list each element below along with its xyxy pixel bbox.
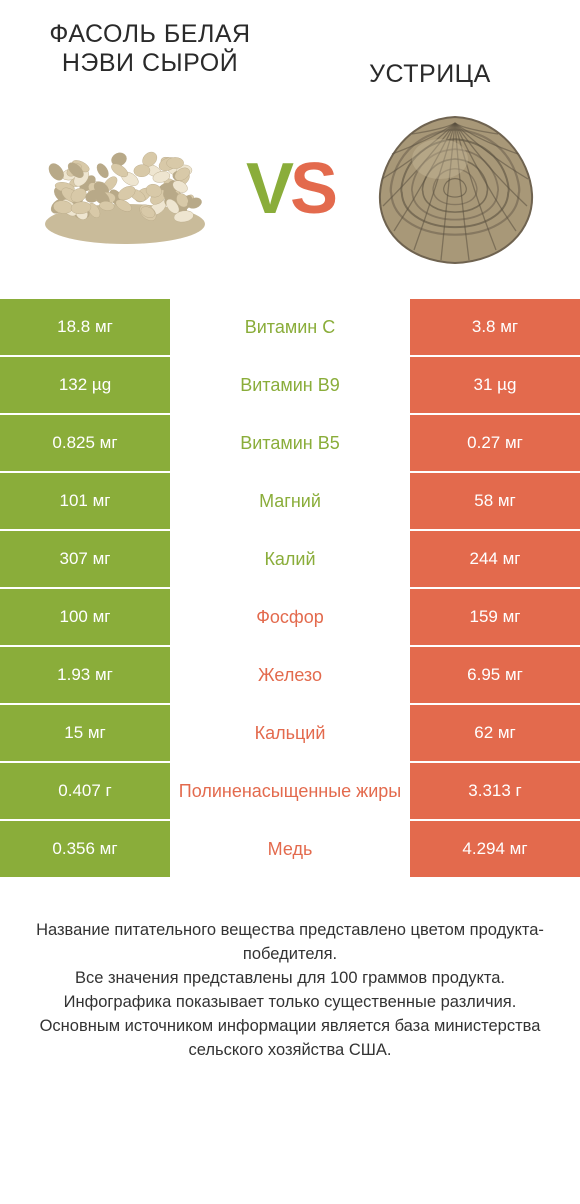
cell-mid: Витамин C	[170, 299, 410, 355]
cell-left: 132 µg	[0, 357, 170, 413]
cell-right: 244 мг	[410, 531, 580, 587]
vs-s: S	[290, 149, 334, 229]
cell-left: 100 мг	[0, 589, 170, 645]
cell-mid: Кальций	[170, 705, 410, 761]
title-left: ФАСОЛЬ БЕЛАЯ НЭВИ СЫРОЙ	[20, 20, 290, 78]
cell-mid: Магний	[170, 473, 410, 529]
cell-left: 1.93 мг	[0, 647, 170, 703]
cell-right: 4.294 мг	[410, 821, 580, 877]
cell-mid: Витамин B9	[170, 357, 410, 413]
table-row: 0.407 гПолиненасыщенные жиры3.313 г	[0, 763, 580, 821]
table-row: 18.8 мгВитамин C3.8 мг	[0, 299, 580, 357]
vs-label: VS	[246, 148, 334, 230]
cell-right: 0.27 мг	[410, 415, 580, 471]
cell-left: 0.356 мг	[0, 821, 170, 877]
table-row: 1.93 мгЖелезо6.95 мг	[0, 647, 580, 705]
cell-mid: Калий	[170, 531, 410, 587]
oyster-icon	[370, 109, 540, 269]
cell-right: 62 мг	[410, 705, 580, 761]
table-row: 307 мгКалий244 мг	[0, 531, 580, 589]
vs-v: V	[246, 149, 290, 229]
cell-left: 0.825 мг	[0, 415, 170, 471]
cell-right: 3.313 г	[410, 763, 580, 819]
cell-mid: Витамин B5	[170, 415, 410, 471]
cell-right: 58 мг	[410, 473, 580, 529]
table-row: 101 мгМагний58 мг	[0, 473, 580, 531]
cell-right: 31 µg	[410, 357, 580, 413]
beans-icon	[35, 129, 215, 249]
table-row: 100 мгФосфор159 мг	[0, 589, 580, 647]
cell-mid: Медь	[170, 821, 410, 877]
cell-left: 15 мг	[0, 705, 170, 761]
header: ФАСОЛЬ БЕЛАЯ НЭВИ СЫРОЙ УСТРИЦА	[0, 0, 580, 89]
cell-right: 6.95 мг	[410, 647, 580, 703]
cell-left: 0.407 г	[0, 763, 170, 819]
table-row: 132 µgВитамин B931 µg	[0, 357, 580, 415]
cell-mid: Железо	[170, 647, 410, 703]
footer-line: Инфографика показывает только существенн…	[30, 991, 550, 1015]
table-row: 15 мгКальций62 мг	[0, 705, 580, 763]
right-image	[360, 109, 550, 269]
table-row: 0.825 мгВитамин B50.27 мг	[0, 415, 580, 473]
title-right: УСТРИЦА	[290, 20, 560, 89]
cell-mid: Полиненасыщенные жиры	[170, 763, 410, 819]
footer-line: Основным источником информации является …	[30, 1015, 550, 1063]
cell-right: 159 мг	[410, 589, 580, 645]
footer-line: Все значения представлены для 100 граммо…	[30, 967, 550, 991]
cell-mid: Фосфор	[170, 589, 410, 645]
cell-right: 3.8 мг	[410, 299, 580, 355]
cell-left: 18.8 мг	[0, 299, 170, 355]
footer: Название питательного вещества представл…	[0, 879, 580, 1063]
left-image	[30, 109, 220, 269]
cell-left: 307 мг	[0, 531, 170, 587]
comparison-table: 18.8 мгВитамин C3.8 мг132 µgВитамин B931…	[0, 299, 580, 879]
footer-line: Название питательного вещества представл…	[30, 919, 550, 967]
cell-left: 101 мг	[0, 473, 170, 529]
table-row: 0.356 мгМедь4.294 мг	[0, 821, 580, 879]
images-row: VS	[0, 89, 580, 299]
